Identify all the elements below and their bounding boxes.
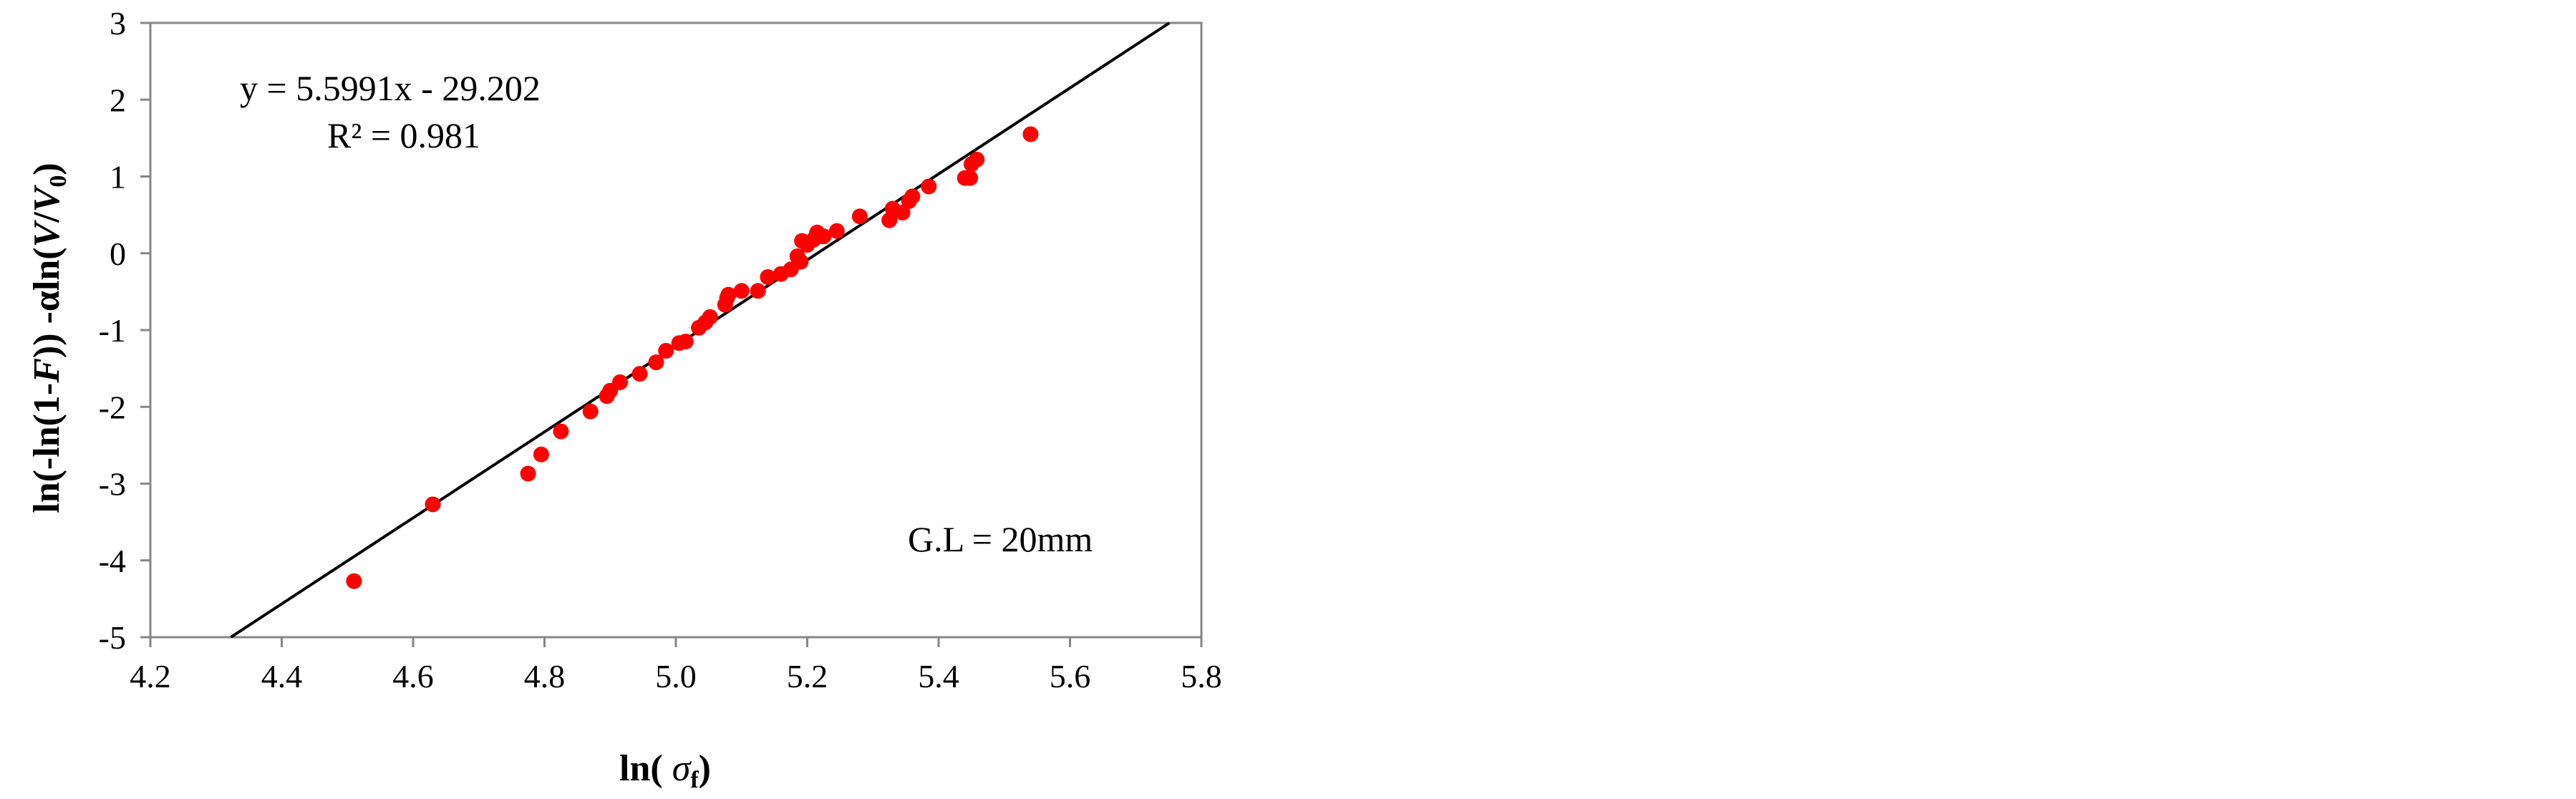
data-point [828, 223, 845, 239]
y-tick-label: 2 [110, 82, 126, 118]
y-tick-label: 3 [110, 5, 126, 42]
data-point [648, 354, 664, 371]
x-tick-label: 4.2 [130, 658, 171, 694]
data-point [894, 204, 911, 221]
data-point [677, 334, 694, 350]
data-point [582, 403, 599, 420]
y-tick-label: -4 [99, 543, 126, 579]
x-tick-label: 4.4 [261, 658, 303, 694]
data-point [904, 188, 921, 205]
tick-labels: 4.2 4.4 4.6 4.8 5.0 5.2 5.4 5.6 5.8 3 2 1 0 -1 -2 -3 -4 -… [99, 5, 1222, 694]
data-point [533, 446, 549, 463]
r-squared-label: R² = 0.981 [327, 115, 480, 155]
data-point [793, 253, 809, 270]
y-tick-label: 1 [110, 159, 126, 195]
data-point [658, 342, 674, 359]
data-point [733, 283, 750, 299]
x-tick-label: 5.0 [655, 658, 697, 694]
data-point [553, 423, 569, 440]
gauge-length-label: G.L = 20mm [908, 519, 1093, 559]
y-tick-label: -5 [99, 619, 126, 656]
y-tick-label: -3 [99, 466, 126, 503]
data-point [1022, 126, 1039, 142]
y-axis-title: ln(-ln(1-F)) -αln(V/V0) [26, 163, 72, 513]
x-tick-label: 5.2 [787, 658, 828, 694]
data-point [720, 286, 737, 303]
data-point [969, 151, 985, 168]
data-point [815, 228, 832, 245]
x-tick-label: 5.4 [918, 658, 959, 694]
x-tick-label: 5.8 [1181, 658, 1222, 694]
data-point [425, 496, 441, 513]
data-point [750, 283, 766, 299]
data-point [520, 465, 536, 482]
x-tick-label: 4.6 [392, 658, 434, 694]
data-point [346, 573, 362, 589]
data-point [921, 178, 937, 195]
data-point [612, 374, 629, 390]
data-point [631, 366, 648, 382]
data-points [346, 126, 1039, 589]
data-point [760, 268, 776, 285]
axis-ticks [140, 21, 1203, 647]
data-point [702, 309, 718, 325]
x-tick-label: 5.6 [1050, 658, 1091, 694]
y-tick-label: -1 [99, 312, 126, 349]
x-tick-label: 4.8 [524, 658, 566, 694]
y-tick-label: 0 [110, 236, 126, 272]
data-point [851, 208, 868, 225]
x-axis-title: ln( σf) [619, 748, 711, 793]
data-point [962, 170, 979, 186]
y-tick-label: -2 [99, 389, 126, 425]
trendline-equation: y = 5.5991x - 29.202 [240, 68, 541, 108]
